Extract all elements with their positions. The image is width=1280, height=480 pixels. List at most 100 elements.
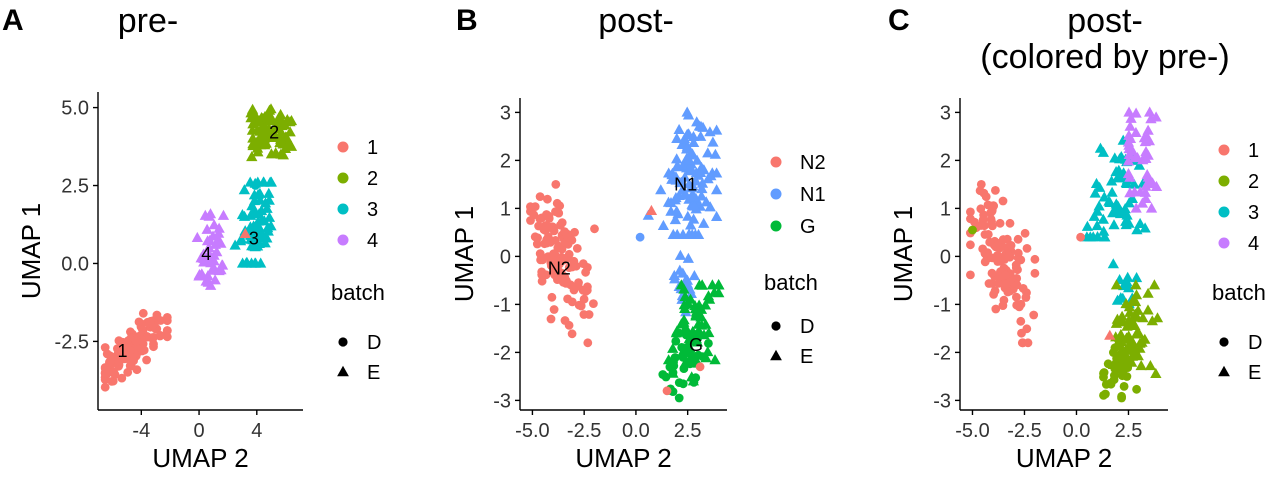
y-tick-label: 1 [500, 198, 511, 220]
data-point [1123, 106, 1135, 117]
data-point [1029, 310, 1039, 320]
legend-color-swatch [1218, 144, 1230, 156]
data-point [1030, 268, 1040, 278]
legend-shape-label: D [800, 316, 814, 338]
data-point [535, 192, 545, 202]
x-axis-title: UMAP 2 [152, 443, 248, 473]
data-point [668, 368, 678, 377]
data-point [1123, 314, 1135, 325]
data-point [1119, 382, 1129, 391]
data-point [677, 228, 689, 239]
data-point [677, 343, 687, 352]
data-point [1106, 186, 1118, 197]
data-point [547, 292, 557, 302]
data-point [1133, 159, 1145, 170]
data-point [560, 227, 569, 237]
data-point [579, 294, 589, 304]
panel-letter: A [2, 4, 24, 37]
legend-color-swatch [337, 141, 349, 153]
data-point [1016, 316, 1026, 326]
data-point [1103, 359, 1113, 369]
legend-title: batch [1212, 280, 1266, 305]
data-point [976, 204, 986, 214]
data-point [581, 267, 590, 277]
data-point [1123, 301, 1135, 312]
data-point [199, 209, 211, 220]
data-point [275, 108, 287, 119]
data-point [162, 326, 172, 336]
data-point [696, 177, 709, 188]
panel-title: post- [598, 2, 674, 40]
data-point [645, 204, 658, 215]
data-point [1122, 271, 1134, 282]
data-point [121, 354, 130, 364]
data-point [1013, 234, 1023, 244]
data-point [987, 268, 997, 278]
data-point [677, 267, 689, 278]
data-point [132, 336, 141, 346]
data-point [695, 362, 705, 372]
data-point [696, 183, 708, 194]
data-point [1076, 232, 1085, 242]
cluster-label: 1 [118, 341, 128, 361]
data-point [251, 142, 264, 153]
data-point [688, 270, 700, 281]
data-point [998, 235, 1008, 244]
data-point [695, 303, 708, 314]
data-point [711, 210, 723, 221]
data-point [976, 221, 986, 230]
data-point [678, 316, 690, 327]
legend-shape-label: E [367, 362, 380, 384]
y-tick-label: 2 [500, 150, 511, 172]
data-point [1088, 210, 1100, 221]
data-point [692, 228, 705, 239]
data-point [1116, 350, 1125, 359]
cluster-label: N1 [674, 174, 697, 194]
x-axis-title: UMAP 2 [575, 443, 671, 473]
data-point [1021, 293, 1031, 302]
data-point [579, 310, 589, 319]
legend-color-label: 1 [1248, 140, 1259, 162]
x-tick-label: 4 [251, 420, 262, 442]
y-tick-label: 0.0 [61, 253, 89, 275]
data-point [1142, 304, 1154, 315]
data-point [1129, 151, 1141, 162]
data-point [688, 191, 700, 202]
data-point [1109, 348, 1118, 357]
data-point [711, 167, 723, 178]
y-tick-label: -2.5 [55, 331, 89, 353]
data-point [253, 115, 265, 126]
data-point [684, 293, 697, 304]
scatter-points [100, 103, 298, 392]
data-point [1119, 203, 1131, 214]
legend-circle-icon [1219, 337, 1229, 347]
data-point [1097, 213, 1109, 224]
data-point [667, 228, 679, 239]
data-point [1117, 371, 1127, 381]
data-point [1091, 220, 1103, 231]
data-point [246, 240, 258, 251]
scatter-points [526, 106, 725, 403]
data-point [1093, 200, 1105, 211]
data-point [665, 205, 677, 216]
y-tick-label: 5.0 [61, 98, 89, 120]
data-point [269, 122, 281, 133]
data-point [1107, 207, 1119, 218]
data-point [987, 206, 997, 216]
x-tick-label: 0 [193, 420, 204, 442]
data-point [1150, 367, 1162, 378]
legend-title: batch [764, 270, 818, 295]
legend-color-label: 4 [1248, 233, 1259, 255]
data-point [202, 253, 214, 264]
data-point [240, 257, 252, 268]
data-point [245, 112, 257, 123]
data-point [554, 259, 564, 269]
data-point [695, 310, 707, 321]
legend-shape-label: E [1248, 362, 1261, 384]
data-point [275, 148, 287, 159]
y-tick-label: 2.5 [61, 176, 89, 198]
data-point [552, 198, 562, 208]
legend-color-label: G [800, 216, 816, 238]
